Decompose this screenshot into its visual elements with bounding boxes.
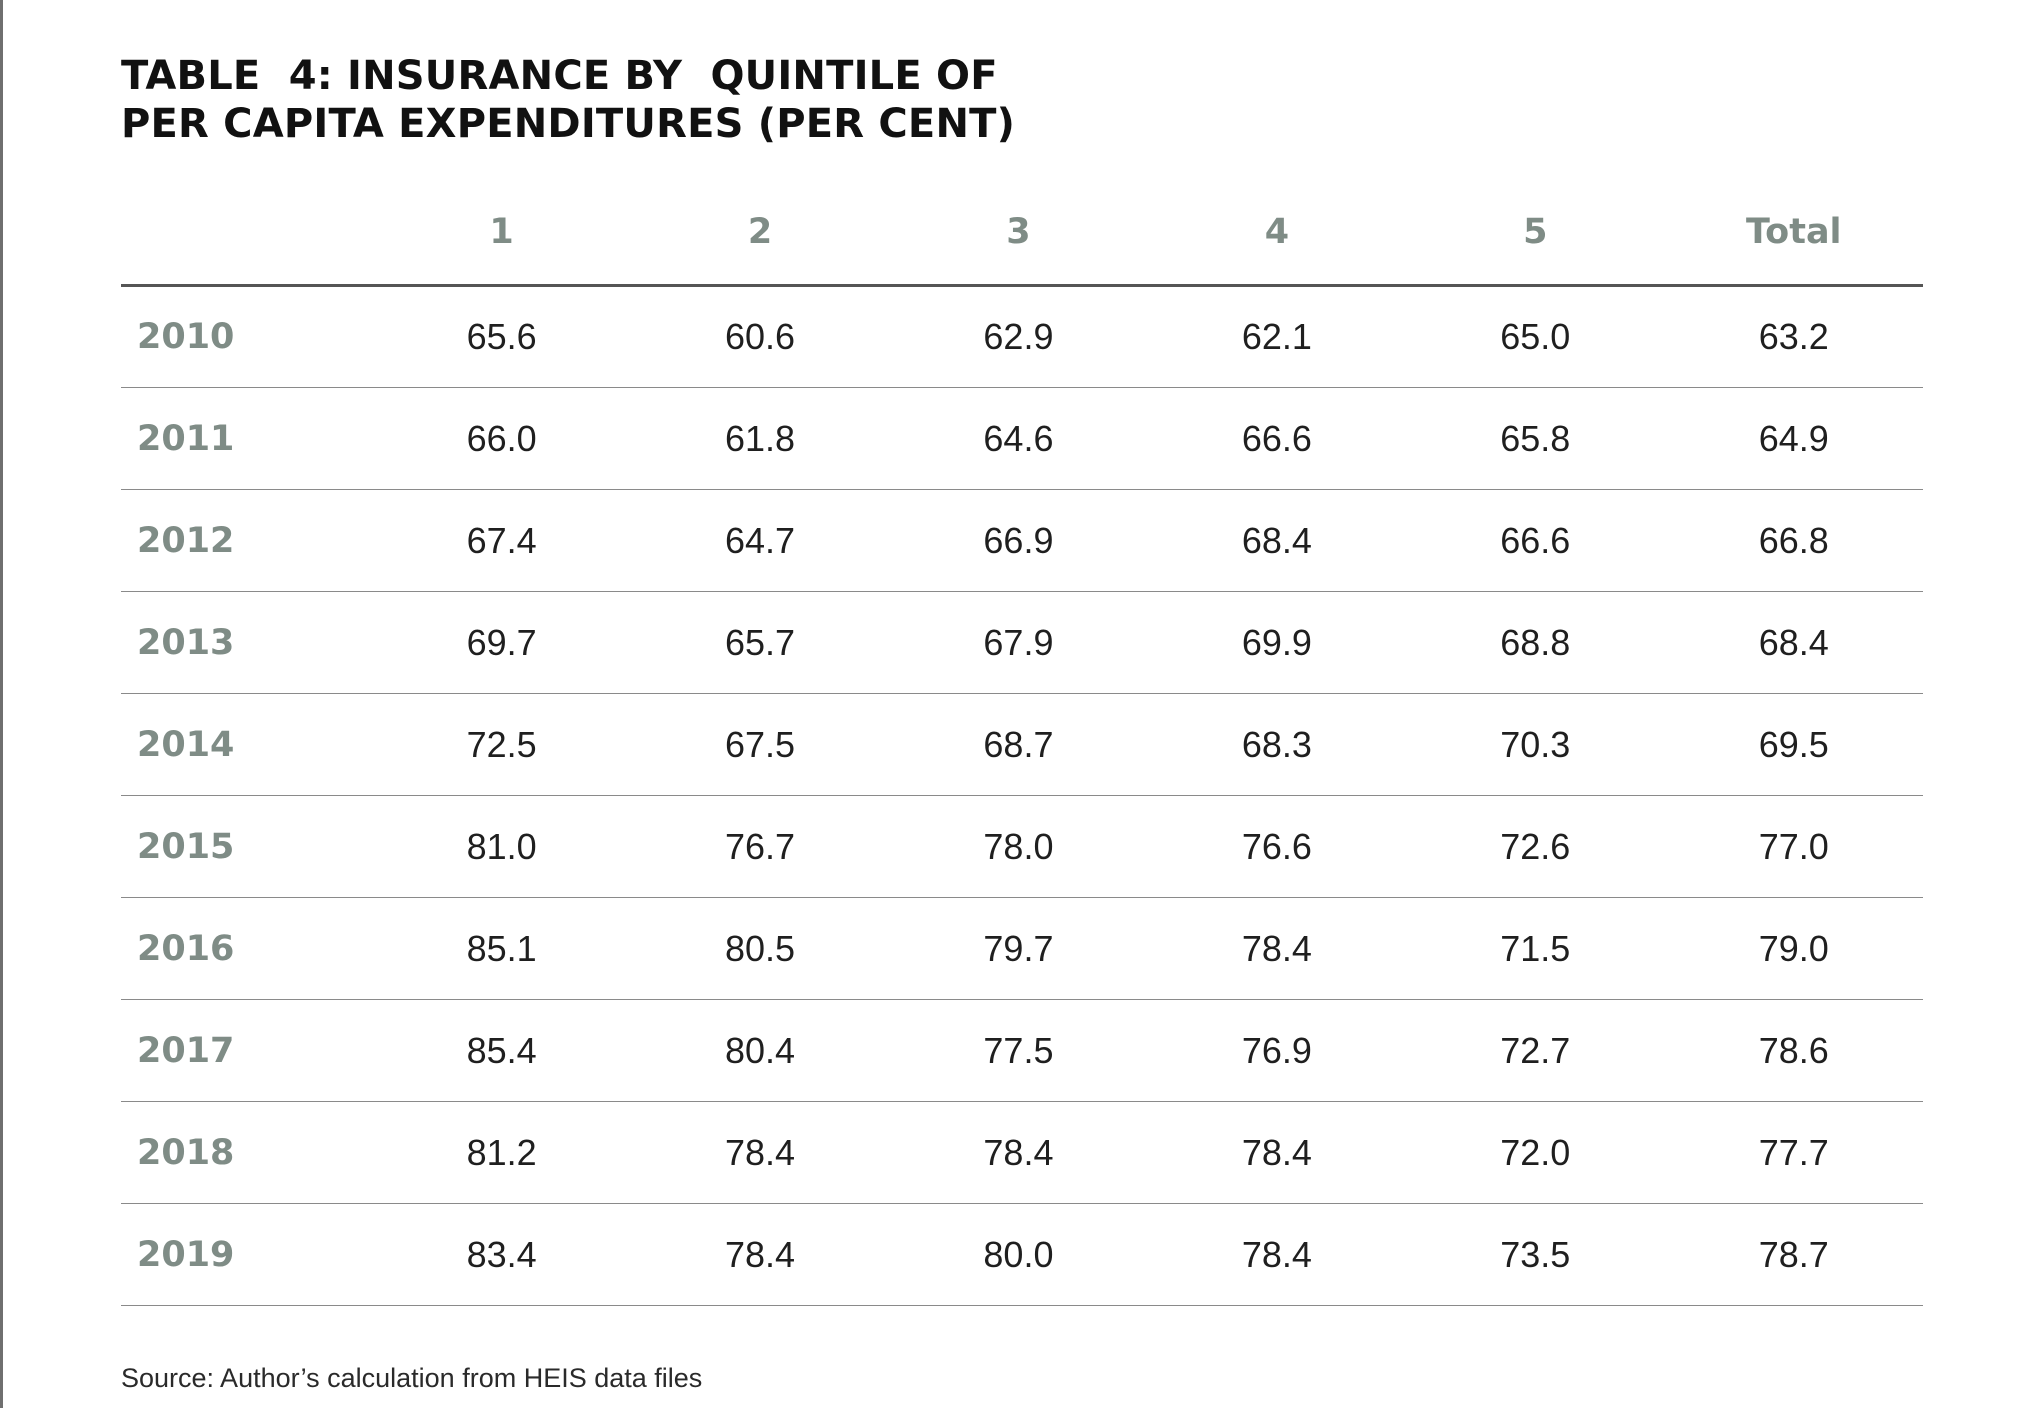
value-cell: 78.4 — [1147, 1203, 1407, 1306]
value-cell: 65.7 — [630, 591, 890, 694]
table-title: TABLE 4: INSURANCE BY QUINTILE OF PER CA… — [121, 52, 1015, 148]
total-cell: 77.0 — [1664, 795, 1923, 898]
value-cell: 66.0 — [372, 387, 631, 490]
total-cell: 79.0 — [1664, 897, 1923, 1000]
value-cell: 64.6 — [889, 387, 1148, 490]
table-row: 2016 85.1 80.5 79.7 78.4 71.5 79.0 — [121, 897, 1923, 1000]
table-row: 2011 66.0 61.8 64.6 66.6 65.8 64.9 — [121, 387, 1923, 490]
value-cell: 60.6 — [630, 285, 890, 388]
value-cell: 78.4 — [630, 1101, 890, 1204]
value-cell: 64.7 — [630, 489, 890, 592]
row-year-cell: 2011 — [121, 387, 373, 490]
value-cell: 79.7 — [889, 897, 1148, 1000]
value-cell: 68.3 — [1147, 693, 1407, 796]
value-cell: 80.4 — [630, 999, 890, 1102]
row-year-cell: 2010 — [121, 285, 373, 388]
table-row: 2015 81.0 76.7 78.0 76.6 72.6 77.0 — [121, 795, 1923, 898]
value-cell: 65.6 — [372, 285, 631, 388]
header-cell-quintile-2: 2 — [630, 180, 890, 287]
table-body: 2010 65.6 60.6 62.9 62.1 65.0 63.2 2011 … — [121, 285, 1923, 1306]
value-cell: 83.4 — [372, 1203, 631, 1306]
value-cell: 67.4 — [372, 489, 631, 592]
table-row: 2010 65.6 60.6 62.9 62.1 65.0 63.2 — [121, 285, 1923, 388]
table-row: 2017 85.4 80.4 77.5 76.9 72.7 78.6 — [121, 999, 1923, 1102]
value-cell: 81.2 — [372, 1101, 631, 1204]
value-cell: 66.6 — [1406, 489, 1665, 592]
value-cell: 85.4 — [372, 999, 631, 1102]
row-year-cell: 2016 — [121, 897, 373, 1000]
row-year-cell: 2017 — [121, 999, 373, 1102]
value-cell: 72.5 — [372, 693, 631, 796]
value-cell: 80.5 — [630, 897, 890, 1000]
header-cell-quintile-3: 3 — [889, 180, 1148, 287]
header-cell-quintile-5: 5 — [1406, 180, 1665, 287]
value-cell: 68.7 — [889, 693, 1148, 796]
total-cell: 78.6 — [1664, 999, 1923, 1102]
header-cell-quintile-4: 4 — [1147, 180, 1407, 287]
row-year-cell: 2019 — [121, 1203, 373, 1306]
value-cell: 85.1 — [372, 897, 631, 1000]
table-row: 2013 69.7 65.7 67.9 69.9 68.8 68.4 — [121, 591, 1923, 694]
value-cell: 73.5 — [1406, 1203, 1665, 1306]
value-cell: 65.0 — [1406, 285, 1665, 388]
table-title-line-1: TABLE 4: INSURANCE BY QUINTILE OF — [121, 53, 998, 99]
total-cell: 69.5 — [1664, 693, 1923, 796]
total-cell: 68.4 — [1664, 591, 1923, 694]
value-cell: 61.8 — [630, 387, 890, 490]
header-cell-quintile-1: 1 — [372, 180, 631, 287]
total-cell: 78.7 — [1664, 1203, 1923, 1306]
table-title-line-2: PER CAPITA EXPENDITURES (PER CENT) — [121, 101, 1016, 147]
row-year-cell: 2014 — [121, 693, 373, 796]
header-cell-year — [121, 180, 373, 287]
header-row: 1 2 3 4 5 Total — [121, 180, 1923, 287]
value-cell: 66.9 — [889, 489, 1148, 592]
table-row: 2019 83.4 78.4 80.0 78.4 73.5 78.7 — [121, 1203, 1923, 1306]
value-cell: 78.4 — [889, 1101, 1148, 1204]
value-cell: 65.8 — [1406, 387, 1665, 490]
value-cell: 69.9 — [1147, 591, 1407, 694]
total-cell: 66.8 — [1664, 489, 1923, 592]
value-cell: 81.0 — [372, 795, 631, 898]
value-cell: 71.5 — [1406, 897, 1665, 1000]
value-cell: 67.9 — [889, 591, 1148, 694]
value-cell: 62.9 — [889, 285, 1148, 388]
total-cell: 63.2 — [1664, 285, 1923, 388]
value-cell: 78.4 — [630, 1203, 890, 1306]
value-cell: 69.7 — [372, 591, 631, 694]
total-cell: 64.9 — [1664, 387, 1923, 490]
value-cell: 76.9 — [1147, 999, 1407, 1102]
value-cell: 76.6 — [1147, 795, 1407, 898]
value-cell: 77.5 — [889, 999, 1148, 1102]
value-cell: 78.4 — [1147, 897, 1407, 1000]
insurance-table-container: 1 2 3 4 5 Total 2010 65.6 60.6 62.9 62.1… — [121, 180, 1923, 1306]
row-year-cell: 2015 — [121, 795, 373, 898]
value-cell: 72.0 — [1406, 1101, 1665, 1204]
value-cell: 68.4 — [1147, 489, 1407, 592]
value-cell: 78.4 — [1147, 1101, 1407, 1204]
row-year-cell: 2012 — [121, 489, 373, 592]
value-cell: 72.6 — [1406, 795, 1665, 898]
page-left-border — [0, 0, 3, 1408]
value-cell: 72.7 — [1406, 999, 1665, 1102]
value-cell: 62.1 — [1147, 285, 1407, 388]
value-cell: 68.8 — [1406, 591, 1665, 694]
table-header: 1 2 3 4 5 Total — [121, 180, 1923, 287]
source-note: Source: Author’s calculation from HEIS d… — [121, 1363, 703, 1393]
value-cell: 66.6 — [1147, 387, 1407, 490]
table-row: 2018 81.2 78.4 78.4 78.4 72.0 77.7 — [121, 1101, 1923, 1204]
table-row: 2012 67.4 64.7 66.9 68.4 66.6 66.8 — [121, 489, 1923, 592]
row-year-cell: 2018 — [121, 1101, 373, 1204]
value-cell: 78.0 — [889, 795, 1148, 898]
value-cell: 70.3 — [1406, 693, 1665, 796]
value-cell: 80.0 — [889, 1203, 1148, 1306]
table-row: 2014 72.5 67.5 68.7 68.3 70.3 69.5 — [121, 693, 1923, 796]
insurance-by-quintile-table: 1 2 3 4 5 Total 2010 65.6 60.6 62.9 62.1… — [121, 180, 1923, 1306]
row-year-cell: 2013 — [121, 591, 373, 694]
value-cell: 67.5 — [630, 693, 890, 796]
header-cell-total: Total — [1664, 180, 1923, 287]
value-cell: 76.7 — [630, 795, 890, 898]
total-cell: 77.7 — [1664, 1101, 1923, 1204]
